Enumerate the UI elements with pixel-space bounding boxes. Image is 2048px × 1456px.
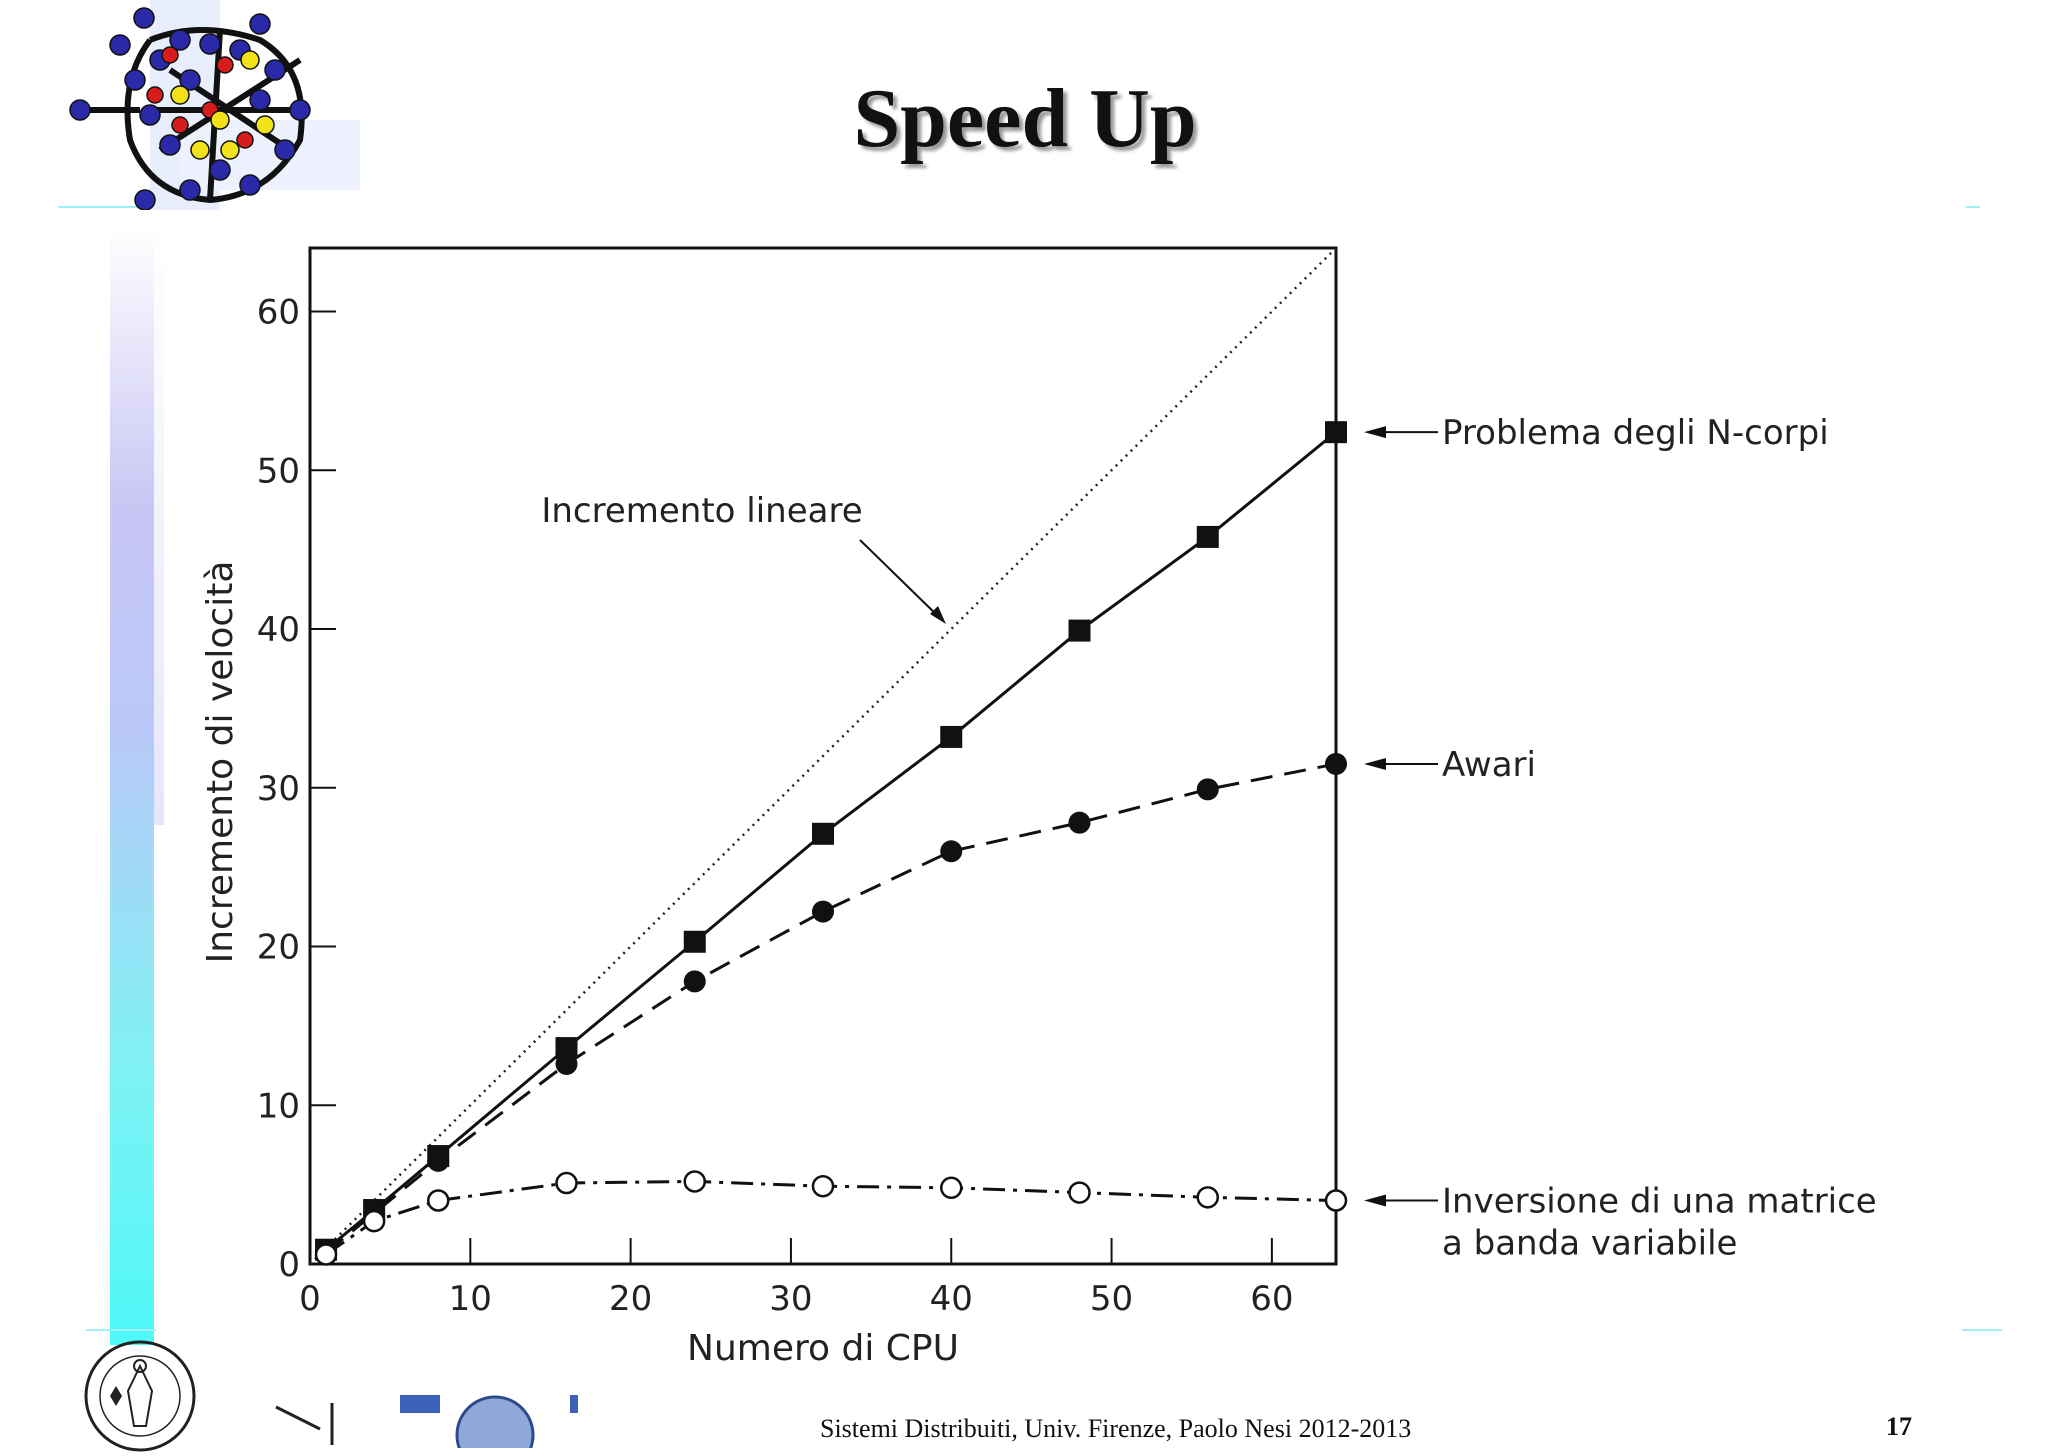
page-number: 17 [1886,1412,1912,1441]
series-2-point [1068,1181,1091,1204]
series-1-point [683,970,706,993]
x-tick-label: 10 [449,1279,492,1319]
side-gradient-bar-light [154,225,164,825]
series-line-0 [325,430,1337,1251]
series-2-point [555,1171,578,1195]
series-1-callout-arrowhead [1364,757,1386,770]
series-1-point [1068,811,1091,834]
series-line-2 [325,1179,1337,1256]
x-tick-label: 30 [769,1279,812,1319]
series-2-point [683,1170,706,1193]
x-tick-label: 40 [930,1279,973,1319]
series-0-point [1068,619,1091,642]
x-tick-label: 60 [1250,1279,1293,1319]
series-0-point [555,1037,578,1060]
series-0-point [1196,525,1219,548]
linear-reference-pointer [859,539,943,621]
series-1-label: Awari [1442,745,1536,785]
series-2-point [1196,1186,1219,1209]
series-1-point [940,840,963,863]
y-tick-label: 20 [257,928,300,968]
series-2-callout-arrowhead [1364,1194,1386,1207]
x-axis-label: Numero di CPU [687,1328,959,1369]
series-2-point [362,1209,386,1233]
linear-reference-line [309,247,1337,1265]
y-tick-label: 40 [257,610,300,650]
series-2-point [427,1189,450,1212]
x-tick-label: 0 [299,1279,321,1319]
slide-title: Speed Up [853,72,1197,165]
series-2-point [811,1174,835,1198]
series-2-point [940,1176,963,1200]
series-0-point [1325,421,1347,444]
series-0-label: Problema degli N-corpi [1442,413,1829,453]
series-0-point [683,930,706,953]
y-tick-label: 10 [257,1086,300,1126]
series-1-point [427,1149,450,1172]
series-2-label: a banda variabile [1442,1224,1737,1264]
linear-reference-arrowhead [930,606,946,624]
molecule-logo-icon [69,0,360,210]
university-seal-icon [84,1340,196,1452]
series-2-point [1324,1189,1348,1212]
series-1-point [1325,752,1347,775]
series-1-point [555,1052,578,1075]
y-tick-label: 50 [257,451,300,491]
y-tick-label: 0 [278,1245,300,1285]
series-1-point [1196,778,1219,801]
x-tick-label: 20 [609,1279,652,1319]
side-gradient-bar [110,225,154,1345]
department-logo-icon [275,1395,578,1448]
footer-text: Sistemi Distribuiti, Univ. Firenze, Paol… [820,1414,1412,1443]
series-0-point [940,725,963,748]
y-tick-label: 60 [257,293,300,333]
y-axis-label: Incremento di velocità [200,561,241,964]
series-0-callout-arrowhead [1364,426,1386,439]
linear-reference-label: Incremento lineare [541,491,862,531]
series-2-point [314,1243,338,1266]
x-tick-label: 50 [1090,1279,1133,1319]
y-tick-label: 30 [257,769,300,809]
footer-divider-right [1962,1329,2002,1331]
header-divider-left [58,206,158,208]
series-0-point [812,822,834,845]
series-line-1 [325,762,1337,1255]
footer-divider-left [86,1329,156,1331]
header-divider-right [1966,206,1980,208]
series-1-point [812,900,834,923]
series-2-label: Inversione di una matrice [1442,1182,1877,1222]
